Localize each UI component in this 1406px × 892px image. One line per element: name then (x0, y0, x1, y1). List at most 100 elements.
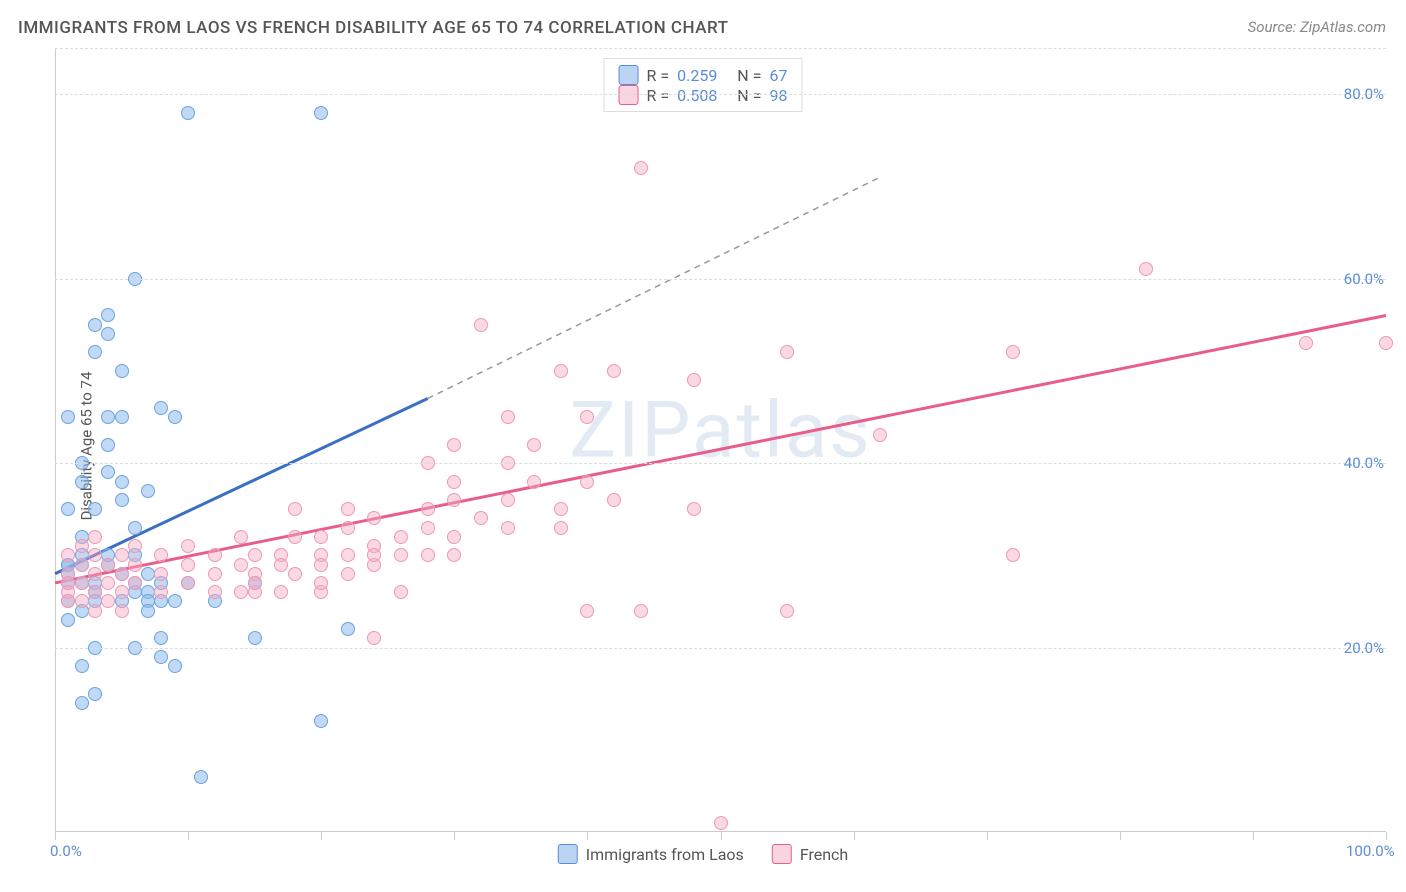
data-point (447, 475, 461, 489)
data-point (88, 567, 102, 581)
data-point (447, 493, 461, 507)
data-point (341, 521, 355, 535)
data-point (181, 539, 195, 553)
x-tick-label: 100.0% (1346, 842, 1395, 860)
data-point (474, 318, 488, 332)
x-tick (321, 832, 322, 840)
data-point (115, 410, 129, 424)
data-point (341, 502, 355, 516)
data-point (421, 502, 435, 516)
data-point (474, 511, 488, 525)
data-point (554, 502, 568, 516)
chart-title: IMMIGRANTS FROM LAOS VS FRENCH DISABILIT… (18, 18, 729, 38)
data-point (61, 613, 75, 627)
swatch-pink (772, 844, 792, 864)
data-point (168, 594, 182, 608)
data-point (234, 558, 248, 572)
data-point (115, 604, 129, 618)
data-point (115, 548, 129, 562)
data-point (168, 659, 182, 673)
data-point (115, 364, 129, 378)
data-point (75, 594, 89, 608)
stats-legend: R = 0.259 N = 67 R = 0.508 N = 98 (604, 58, 803, 112)
data-point (115, 493, 129, 507)
data-point (101, 410, 115, 424)
data-point (168, 410, 182, 424)
x-tick (1253, 832, 1254, 840)
data-point (288, 530, 302, 544)
swatch-blue (619, 65, 639, 85)
data-point (61, 410, 75, 424)
data-point (1006, 345, 1020, 359)
data-point (88, 530, 102, 544)
stats-row-laos: R = 0.259 N = 67 (619, 65, 788, 85)
data-point (288, 502, 302, 516)
data-point (554, 364, 568, 378)
data-point (115, 585, 129, 599)
data-point (128, 576, 142, 590)
data-point (580, 410, 594, 424)
data-point (1299, 336, 1313, 350)
data-point (208, 585, 222, 599)
data-point (101, 558, 115, 572)
data-point (367, 631, 381, 645)
data-point (607, 493, 621, 507)
data-point (314, 576, 328, 590)
y-tick-label: 20.0% (1344, 639, 1384, 657)
x-tick-label: 0.0% (50, 842, 82, 860)
data-point (101, 576, 115, 590)
data-point (141, 484, 155, 498)
y-tick-label: 60.0% (1344, 270, 1384, 288)
legend-item-laos: Immigrants from Laos (558, 844, 744, 864)
data-point (580, 604, 594, 618)
data-point (75, 576, 89, 590)
data-point (1379, 336, 1393, 350)
data-point (101, 594, 115, 608)
data-point (607, 364, 621, 378)
data-point (501, 493, 515, 507)
data-point (88, 345, 102, 359)
data-point (141, 567, 155, 581)
grid-line (55, 648, 1386, 649)
grid-line (55, 48, 1386, 49)
legend-item-french: French (772, 844, 848, 864)
data-point (447, 438, 461, 452)
data-point (394, 585, 408, 599)
grid-line (55, 279, 1386, 280)
data-point (75, 539, 89, 553)
grid-line (55, 463, 1386, 464)
trend-lines-svg (55, 48, 1386, 832)
data-point (248, 576, 262, 590)
data-point (421, 548, 435, 562)
data-point (115, 475, 129, 489)
data-point (367, 548, 381, 562)
data-point (421, 521, 435, 535)
x-tick (55, 832, 56, 840)
data-point (154, 585, 168, 599)
swatch-blue (558, 844, 578, 864)
data-point (341, 567, 355, 581)
data-point (501, 521, 515, 535)
data-point (234, 585, 248, 599)
data-point (61, 594, 75, 608)
data-point (181, 558, 195, 572)
r-value-laos: 0.259 (677, 66, 717, 85)
legend-label-laos: Immigrants from Laos (586, 845, 744, 864)
data-point (248, 548, 262, 562)
data-point (527, 475, 541, 489)
data-point (687, 373, 701, 387)
data-point (101, 438, 115, 452)
data-point (141, 604, 155, 618)
data-point (341, 548, 355, 562)
data-point (1006, 548, 1020, 562)
data-point (780, 345, 794, 359)
trend-line-extrapolated (428, 177, 881, 398)
data-point (154, 548, 168, 562)
data-point (367, 511, 381, 525)
data-point (75, 558, 89, 572)
data-point (75, 659, 89, 673)
data-point (314, 558, 328, 572)
legend-label-french: French (800, 845, 848, 864)
data-point (288, 567, 302, 581)
data-point (75, 475, 89, 489)
